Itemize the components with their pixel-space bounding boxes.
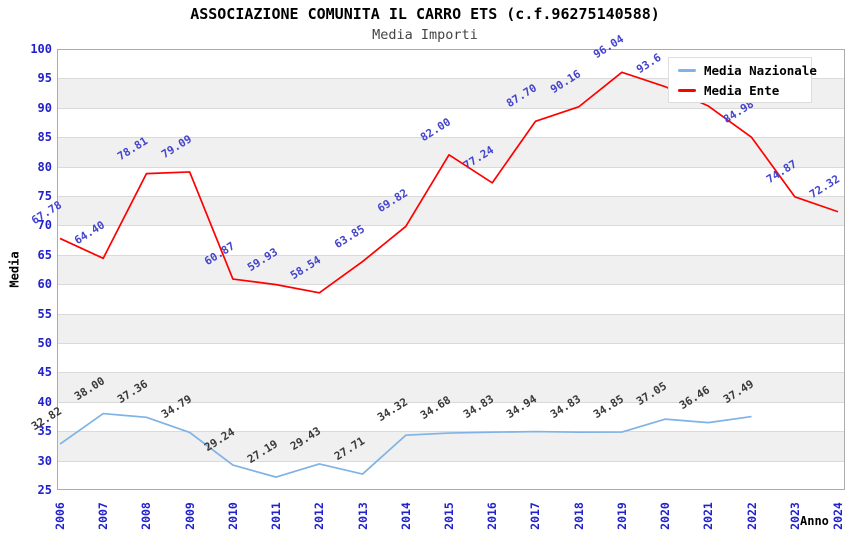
y-tick-label: 90: [37, 100, 52, 115]
grid-band: [57, 313, 845, 343]
gridline: [57, 372, 845, 374]
grid-band: [57, 137, 845, 167]
gridline: [57, 431, 845, 433]
gridline: [57, 78, 845, 80]
gridline: [57, 460, 845, 462]
y-tick-label: 95: [37, 71, 52, 86]
gridline: [57, 254, 845, 256]
legend-item-media-nazionale: Media Nazionale: [678, 63, 817, 78]
chart-title: ASSOCIAZIONE COMUNITA IL CARRO ETS (c.f.…: [190, 5, 660, 23]
y-tick-label: 35: [37, 424, 52, 439]
y-tick-label: 45: [37, 365, 52, 380]
y-tick-label: 65: [37, 247, 52, 262]
legend-line-swatch-ente-icon: [678, 88, 696, 92]
y-tick-label: 60: [37, 277, 52, 292]
y-tick-label: 55: [37, 306, 52, 321]
legend-item-media-ente: Media Ente: [678, 83, 811, 98]
y-tick-label: 40: [37, 394, 52, 409]
gridline: [57, 284, 845, 286]
grid-band: [57, 254, 845, 285]
grid-band: [57, 196, 845, 226]
y-tick-label: 25: [37, 483, 52, 497]
series-line-media-ente: [59, 71, 839, 294]
legend-label: Media Nazionale: [704, 62, 817, 78]
gridline: [57, 166, 845, 168]
legend-line-swatch-nazionale-icon: [678, 68, 696, 72]
gridline: [57, 225, 845, 227]
gridline: [57, 401, 845, 403]
y-tick-label: 85: [37, 130, 52, 145]
y-tick-label: 30: [37, 453, 52, 468]
series-line-media-nazionale: [59, 412, 752, 478]
gridline: [57, 343, 845, 344]
x-axis-title: Anno: [800, 514, 829, 528]
gridline: [57, 107, 845, 109]
gridline: [57, 313, 845, 315]
y-tick-label: 80: [37, 159, 52, 174]
grid-band: [57, 431, 845, 461]
y-tick-label: 75: [37, 189, 52, 203]
chart-subtitle: Media Importi: [372, 27, 478, 43]
y-tick-label: 70: [37, 218, 52, 233]
gridline: [57, 196, 845, 197]
legend: Media Nazionale Media Ente: [668, 57, 817, 103]
y-axis-title: Media: [7, 251, 22, 288]
grid-band: [57, 372, 845, 402]
gridline: [57, 137, 845, 139]
y-tick-label: 50: [37, 336, 52, 350]
y-tick-label: 100: [30, 42, 52, 56]
legend-label: Media Ente: [704, 82, 780, 98]
